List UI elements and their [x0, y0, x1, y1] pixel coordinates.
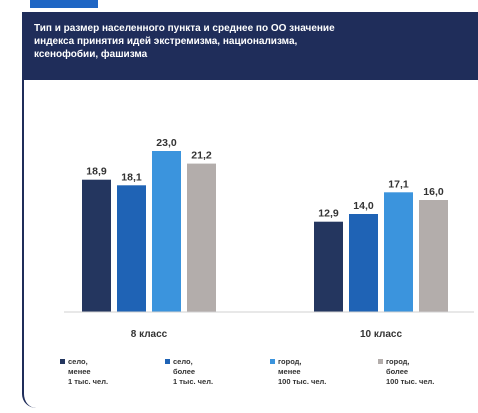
- legend-label: 1 тыс. чел.: [68, 377, 108, 387]
- legend-label: село,: [68, 357, 108, 367]
- legend-label: село,: [173, 357, 213, 367]
- category-label: 8 класс: [131, 329, 168, 340]
- bar-value-label: 18,9: [86, 166, 107, 178]
- bar: [82, 180, 111, 312]
- bar: [117, 185, 146, 312]
- legend-label: менее: [68, 367, 108, 377]
- legend-swatch-selo-menee: [60, 359, 65, 364]
- bar-value-label: 16,0: [423, 186, 444, 198]
- bar-value-label: 23,0: [156, 137, 177, 149]
- legend-label: более: [173, 367, 213, 377]
- bar-value-label: 12,9: [318, 208, 339, 220]
- chart-legend: село, менее 1 тыс. чел. село, более 1 ты…: [60, 357, 478, 407]
- bar-value-label: 21,2: [191, 150, 212, 162]
- bar: [419, 200, 448, 312]
- bar-value-label: 14,0: [353, 200, 374, 212]
- bar-value-label: 17,1: [388, 178, 409, 190]
- bar: [314, 222, 343, 312]
- bar: [152, 151, 181, 312]
- legend-label: 100 тыс. чел.: [278, 377, 326, 387]
- legend-label: 100 тыс. чел.: [386, 377, 434, 387]
- legend-swatch-gorod-menee: [270, 359, 275, 364]
- bar: [187, 164, 216, 312]
- category-label: 10 класс: [360, 329, 403, 340]
- legend-swatch-selo-bolee: [165, 359, 170, 364]
- legend-label: город,: [386, 357, 434, 367]
- header-tab-accent: [30, 0, 98, 8]
- legend-swatch-gorod-bolee: [378, 359, 383, 364]
- bar: [384, 192, 413, 312]
- bar-value-label: 18,1: [121, 171, 142, 183]
- legend-label: более: [386, 367, 434, 377]
- chart-card: Тип и размер населенного пункта и средне…: [22, 12, 478, 408]
- bar-chart: 18,9 18,1 23,0 21,2 8 класс 12,9 14,0 17,1 16,0 1…: [24, 12, 478, 408]
- legend-label: менее: [278, 367, 326, 377]
- legend-label: город,: [278, 357, 326, 367]
- legend-label: 1 тыс. чел.: [173, 377, 213, 387]
- bar: [349, 214, 378, 312]
